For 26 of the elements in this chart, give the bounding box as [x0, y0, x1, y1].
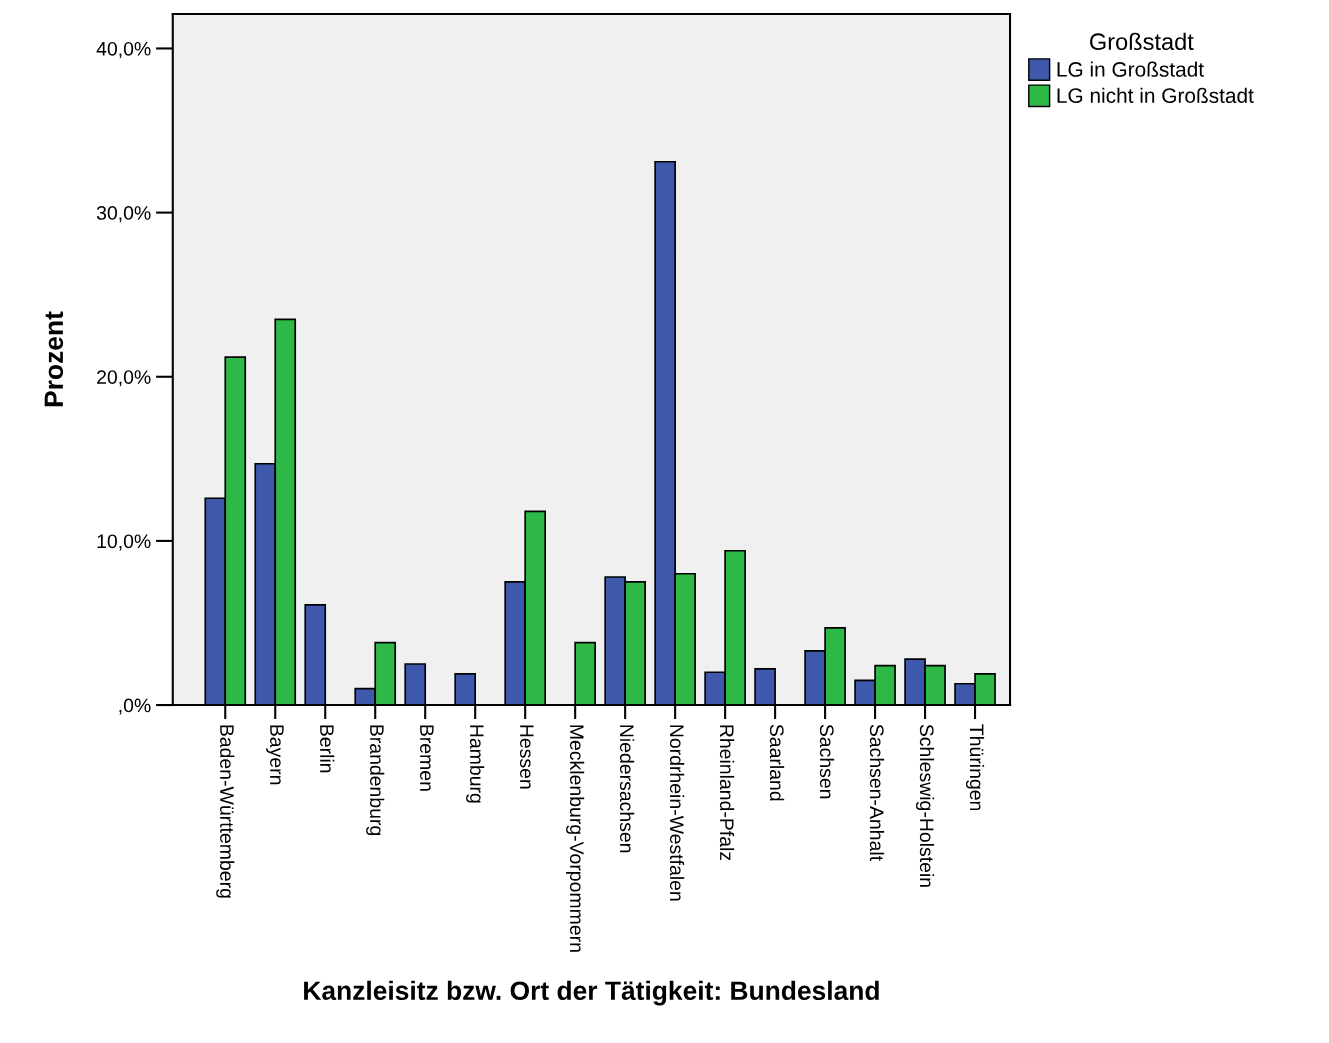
x-tick-label: Rheinland-Pfalz	[719, 725, 735, 861]
x-tick-label: Bayern	[266, 725, 284, 785]
x-tick-label: Hamburg	[466, 725, 485, 803]
x-tick-label: Berlin	[320, 725, 335, 773]
legend-label: LG nicht in Großstadt	[1057, 87, 1254, 104]
y-tick-label: 20,0%	[97, 370, 151, 387]
x-tick-label: Bremen	[419, 725, 434, 791]
x-axis-title: Kanzleisitz bzw. Ort der Tätigkeit: Bundesland	[304, 980, 879, 1006]
x-tick-label: Niedersachsen	[619, 725, 635, 853]
legend-title: Großstadt	[1090, 32, 1194, 51]
x-tick-label: Brandenburg	[366, 725, 385, 835]
x-tick-label: Baden-Württemberg	[216, 725, 235, 898]
x-tick-label: Nordrhein-Westfalen	[669, 725, 685, 901]
y-tick-label: 40,0%	[96, 41, 151, 58]
x-tick-label: Hessen	[519, 725, 534, 789]
x-tick-label: Mecklenburg-Vorpommern	[566, 725, 585, 952]
x-tick-label: Saarland	[769, 724, 785, 801]
x-tick-label: Thüringen	[965, 724, 985, 811]
y-tick-label: 30,0%	[96, 206, 151, 223]
x-tick-label: Sachsen-Anhalt	[869, 724, 885, 861]
y-tick-label: ,0%	[119, 698, 151, 715]
legend-label: LG in Großstadt	[1057, 61, 1204, 77]
y-tick-label: 10,0%	[97, 534, 151, 551]
x-tick-label: Schleswig-Holstein	[916, 724, 935, 887]
x-tick-label: Sachsen	[819, 724, 835, 799]
y-axis-title: Prozent	[44, 311, 64, 407]
